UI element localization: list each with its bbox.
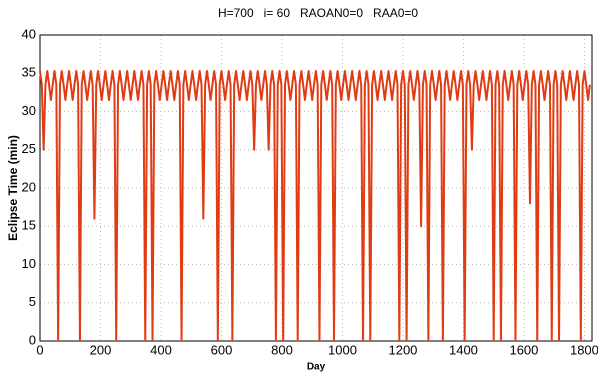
- y-tick-label: 15: [22, 218, 36, 233]
- x-tick-label: 600: [211, 342, 233, 357]
- y-tick-label: 25: [22, 141, 36, 156]
- x-tick-label: 1600: [509, 342, 538, 357]
- x-tick-label: 400: [150, 342, 172, 357]
- x-tick-label: 1000: [328, 342, 357, 357]
- x-tick-label: 800: [271, 342, 293, 357]
- y-tick-label: 20: [22, 179, 36, 194]
- y-tick-label: 0: [29, 332, 36, 347]
- y-axis-label: Eclipse Time (min): [6, 135, 20, 241]
- x-tick-label: 1400: [449, 342, 478, 357]
- y-tick-label: 5: [29, 294, 36, 309]
- chart-title: H=700 i= 60 RAOAN0=0 RAA0=0: [218, 6, 418, 20]
- plot-frame: [39, 34, 593, 342]
- y-tick-label: 10: [22, 256, 36, 271]
- x-tick-label: 1200: [388, 342, 417, 357]
- y-tick-label: 40: [22, 26, 36, 41]
- y-tick-label: 35: [22, 65, 36, 80]
- data-line: [39, 69, 591, 342]
- x-tick-label: 1800: [570, 342, 598, 357]
- x-tick-label: 200: [90, 342, 112, 357]
- y-tick-label: 30: [22, 103, 36, 118]
- x-axis-label: Day: [307, 362, 326, 373]
- x-tick-label: 0: [36, 342, 43, 357]
